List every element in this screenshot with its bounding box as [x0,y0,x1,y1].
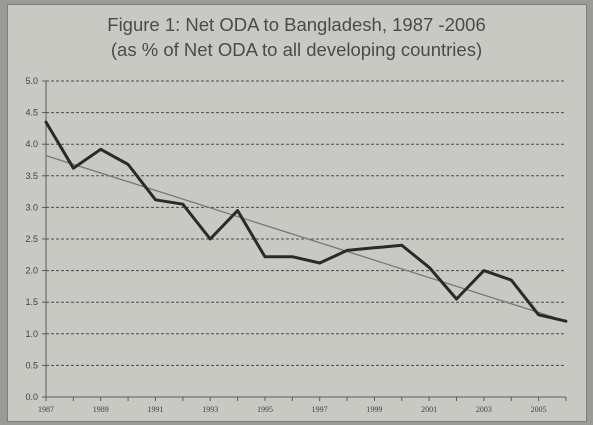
data-point-1989 [99,148,102,151]
data-point-1992 [181,203,185,206]
y-tick-label: 2.5 [25,234,38,244]
data-point-1991 [154,198,157,202]
y-tick-label: 2.0 [25,266,38,276]
data-point-1999 [373,246,376,250]
x-tick-label: 1993 [202,405,218,414]
gridlines [46,80,566,366]
series-line-0 [44,120,568,323]
chart-title: Figure 1: Net ODA to Bangladesh, 1987 -2… [107,14,486,35]
data-point-2003 [482,269,486,272]
axes [42,80,567,401]
y-tick-label: 1.5 [25,297,38,307]
x-tick-label: 1991 [147,405,163,414]
trendline-layer [45,154,567,322]
trendline [45,154,567,322]
data-point-1994 [236,209,239,212]
data-point-1996 [291,255,294,258]
y-tick-label: 0.0 [25,392,38,402]
series-layer [44,120,568,323]
data-point-2002 [455,297,458,301]
x-tick-label: 1997 [312,405,328,414]
data-point-1988 [72,167,75,170]
y-tick-label: 0.5 [25,360,38,370]
data-point-2004 [510,278,513,282]
chart-subtitle: (as % of Net ODA to all developing count… [110,39,483,60]
data-point-1998 [345,249,349,252]
data-point-1997 [318,261,321,265]
y-tick-label: 5.0 [25,76,38,86]
y-tick-label: 3.0 [25,202,38,212]
y-tick-labels: 0.0 0.5 1.0 1.5 2.0 2.5 3.0 3.5 4.0 4.5 5.0 [25,76,38,402]
y-tick-label: 1.0 [25,329,38,339]
data-point-2000 [400,244,403,247]
x-tick-label: 1999 [366,405,382,414]
x-tick-label: 2003 [476,405,492,414]
chart-frame [7,4,587,422]
data-point-2005 [537,313,540,317]
x-tick-label: 2001 [421,405,437,414]
data-point-2001 [427,266,431,269]
x-tick-label: 2005 [531,405,547,414]
y-tick-label: 3.5 [25,171,38,181]
x-tick-labels: 1987 1989 1991 1993 1995 1997 1999 2001 2003 2005 [38,405,547,414]
data-point-1995 [263,255,267,258]
data-point-1993 [209,237,212,241]
data-point-2006 [564,319,568,323]
y-tick-label: 4.0 [25,139,38,149]
y-tick-label: 4.5 [25,108,38,118]
data-point-1987 [44,120,48,124]
x-tick-label: 1987 [38,405,54,414]
x-tick-label: 1989 [93,405,109,414]
data-point-1990 [126,163,130,166]
x-tick-label: 1995 [257,405,273,414]
